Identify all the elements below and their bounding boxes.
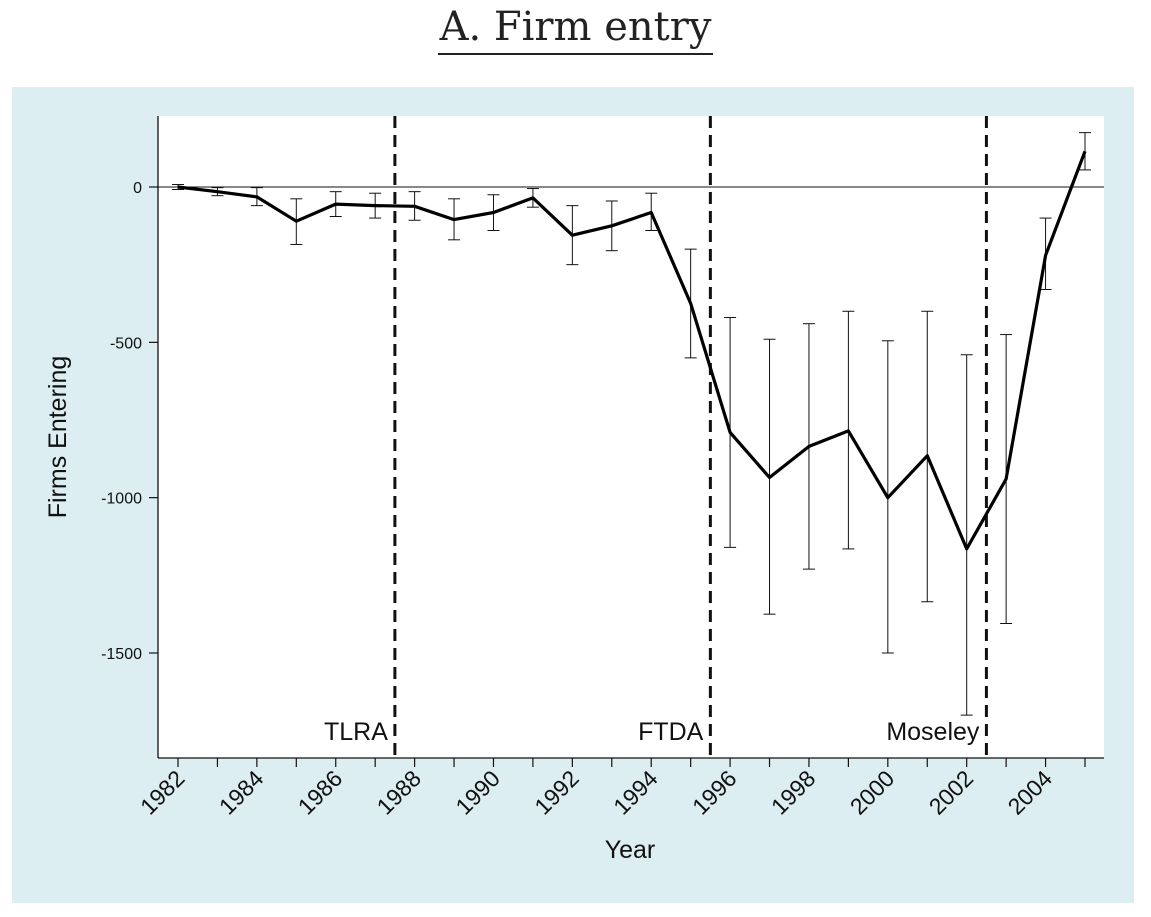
y-tick-label: -1000 <box>101 491 142 508</box>
x-tick-label: 1982 <box>135 765 190 820</box>
chart-title: A. Firm entry <box>0 4 1151 55</box>
policy-label: TLRA <box>324 718 388 746</box>
x-tick-label: 2002 <box>924 765 979 820</box>
y-tick-label: -500 <box>110 335 142 352</box>
x-tick-label: 1992 <box>529 765 584 820</box>
y-axis-label: Firms Entering <box>44 356 72 519</box>
x-tick-label: 1988 <box>372 765 427 820</box>
x-tick-label: 2004 <box>1003 765 1058 820</box>
policy-label: Moseley <box>886 718 980 746</box>
x-tick-label: 1994 <box>608 765 663 820</box>
x-tick-label: 1990 <box>450 765 505 820</box>
policy-label: FTDA <box>638 718 704 746</box>
x-tick-label: 2000 <box>845 765 900 820</box>
x-tick-label: 1986 <box>293 765 348 820</box>
x-tick-label: 1998 <box>766 765 821 820</box>
x-tick-label: 1996 <box>687 765 742 820</box>
y-tick-label: 0 <box>133 180 142 197</box>
x-axis-label: Year <box>605 836 656 864</box>
plot-area <box>158 116 1104 758</box>
x-tick-label: 1984 <box>214 765 269 820</box>
y-tick-label: -1500 <box>101 646 142 663</box>
series-line <box>177 150 1087 551</box>
